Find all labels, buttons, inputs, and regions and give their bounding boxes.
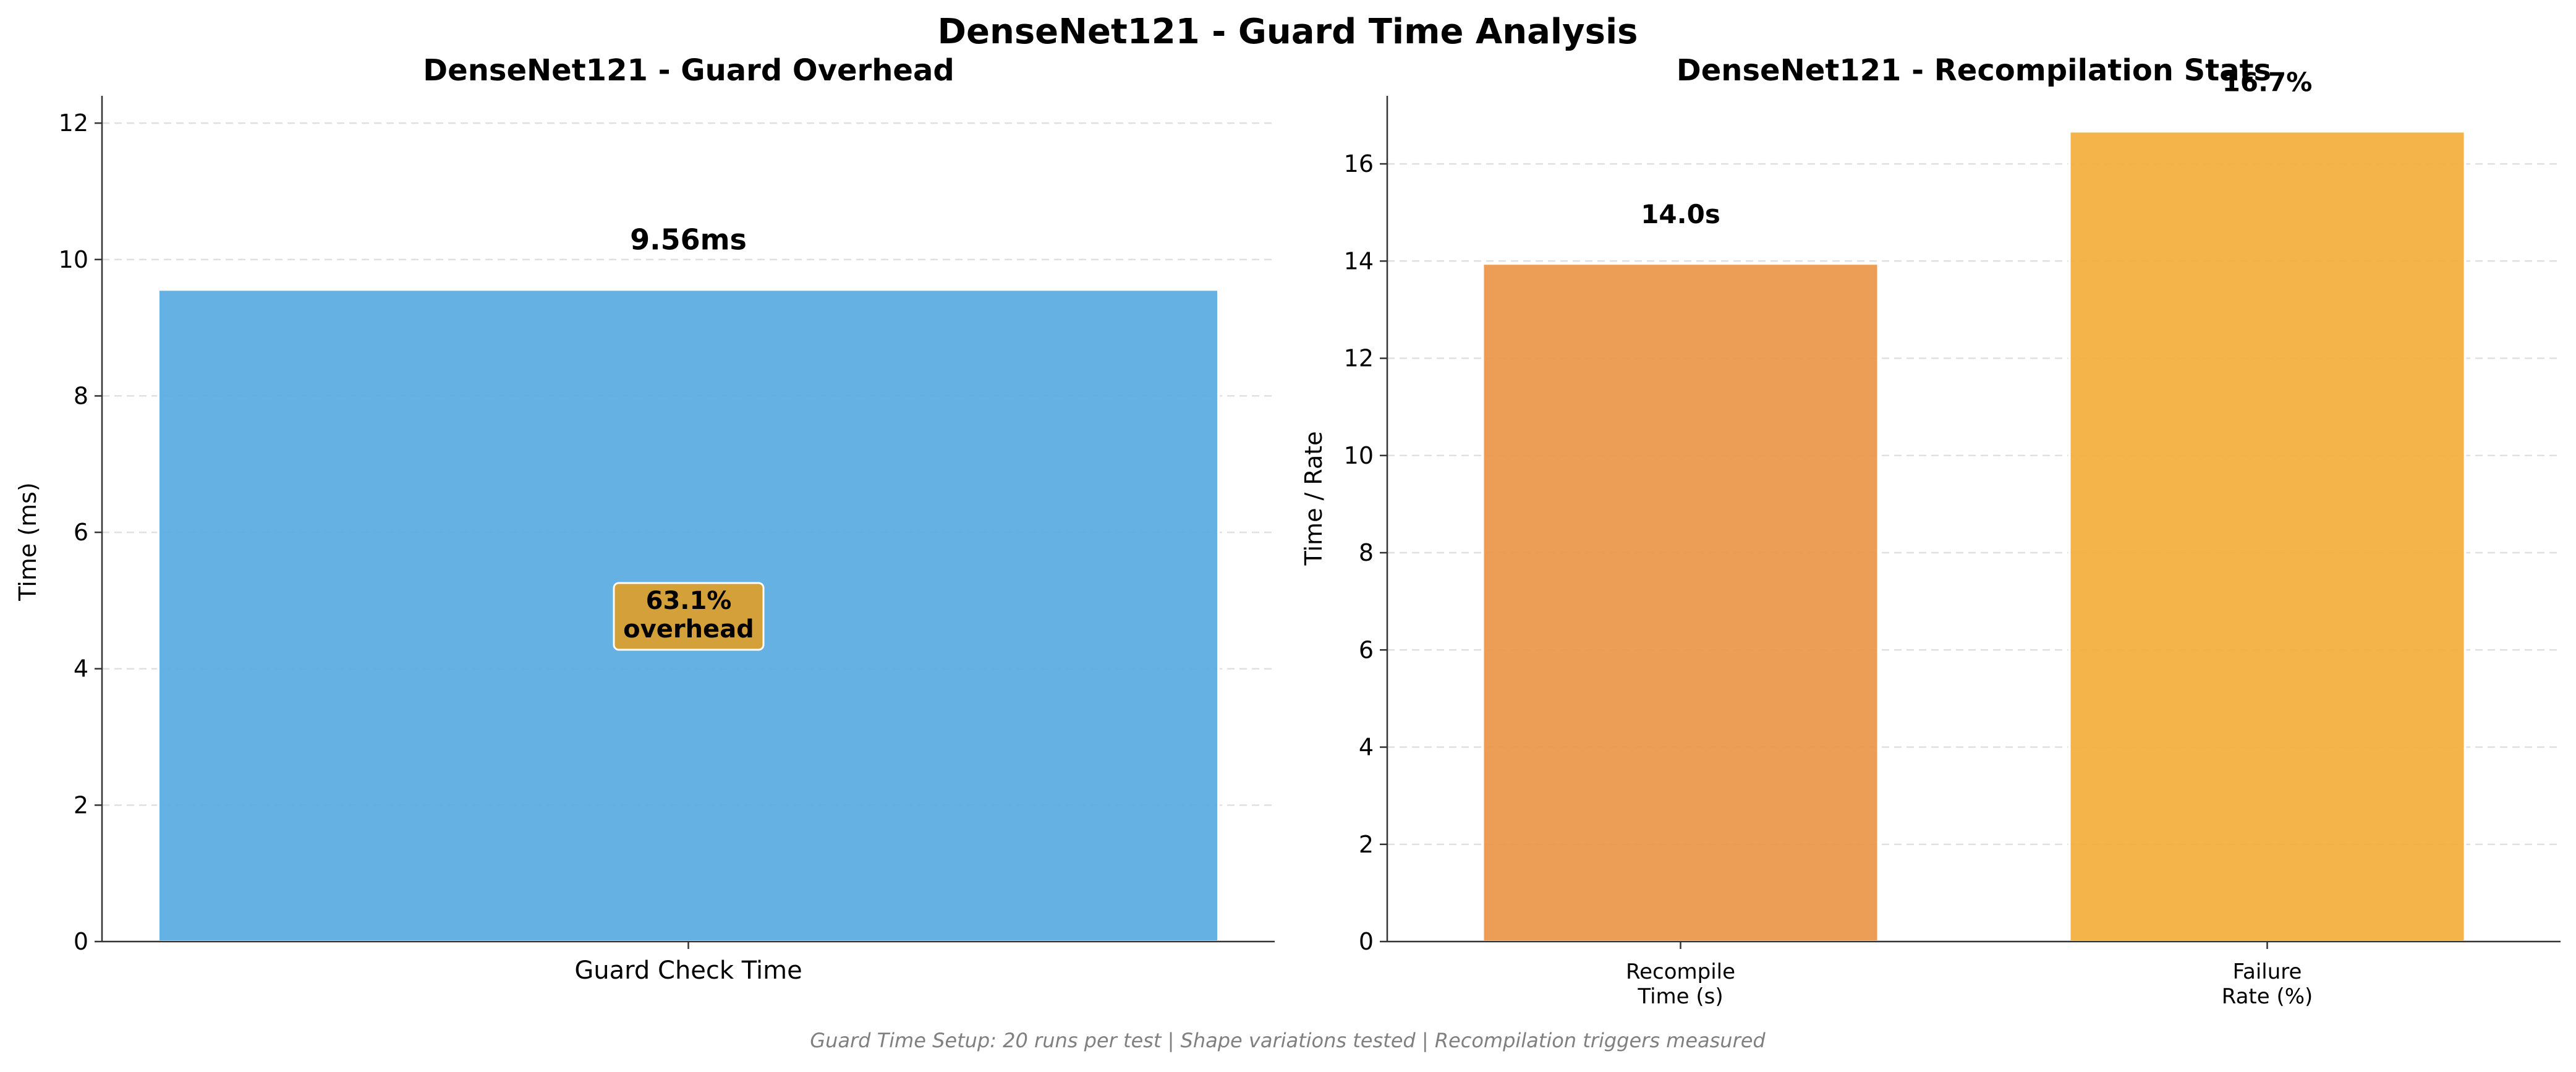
bar-value-label: 14.0s xyxy=(1641,199,1720,229)
y-tick-label: 16 xyxy=(1344,150,1374,177)
y-tick-label: 8 xyxy=(74,382,88,409)
bar-value-label: 16.7% xyxy=(2222,67,2313,97)
y-tick-label: 8 xyxy=(1359,539,1374,566)
overhead-annotation-percent: 63.1% xyxy=(646,587,732,615)
x-tick-label: Recompile xyxy=(1626,959,1735,984)
overhead-annotation-label: overhead xyxy=(623,615,754,644)
recompilation-stats-title: DenseNet121 - Recompilation Stats xyxy=(1677,53,2271,88)
y-tick-label: 2 xyxy=(74,791,88,819)
y-tick-label: 12 xyxy=(59,109,88,137)
figure-footnote: Guard Time Setup: 20 runs per test | Sha… xyxy=(810,1029,1766,1052)
guard-overhead-annotation: 63.1% overhead xyxy=(613,582,765,651)
bar-1 xyxy=(2068,130,2467,943)
recompilation-stats-ylabel: Time / Rate xyxy=(1300,431,1327,566)
figure-suptitle: DenseNet121 - Guard Time Analysis xyxy=(938,12,1638,52)
bar-value-label: 9.56ms xyxy=(630,223,747,256)
y-tick-label: 10 xyxy=(1344,442,1374,469)
guard-overhead-axes: 0 2 4 6 8 10 12 Guard Check Time xyxy=(59,96,1275,985)
overhead-annotation-box xyxy=(613,582,765,651)
y-tick-label: 0 xyxy=(74,928,88,955)
x-tick-label: Time (s) xyxy=(1637,984,1723,1009)
x-tick-label: Rate (%) xyxy=(2222,984,2313,1009)
y-tick-label: 6 xyxy=(1359,636,1374,663)
x-tick-label: Failure xyxy=(2233,959,2302,984)
y-tick-label: 10 xyxy=(59,246,88,273)
guard-overhead-title: DenseNet121 - Guard Overhead xyxy=(423,53,954,88)
y-tick-label: 6 xyxy=(74,519,88,546)
y-tick-label: 0 xyxy=(1359,928,1374,955)
guard-overhead-ylabel: Time (ms) xyxy=(14,482,41,602)
y-tick-label: 4 xyxy=(1359,734,1374,761)
x-tick-label: Guard Check Time xyxy=(574,956,802,985)
bar-0 xyxy=(1481,262,1880,943)
y-tick-label: 2 xyxy=(1359,831,1374,858)
y-tick-label: 4 xyxy=(74,655,88,683)
y-tick-label: 12 xyxy=(1344,345,1374,372)
guard-overhead-chart: DenseNet121 - Guard Overhead 9.56ms 0 2 4 6… xyxy=(14,53,1275,985)
recompilation-stats-chart: DenseNet121 - Recompilation Stats 14.0s1… xyxy=(1300,53,2561,1009)
recompilation-stats-bars: 14.0s 16.7% xyxy=(1481,67,2467,943)
y-tick-label: 14 xyxy=(1344,247,1374,274)
